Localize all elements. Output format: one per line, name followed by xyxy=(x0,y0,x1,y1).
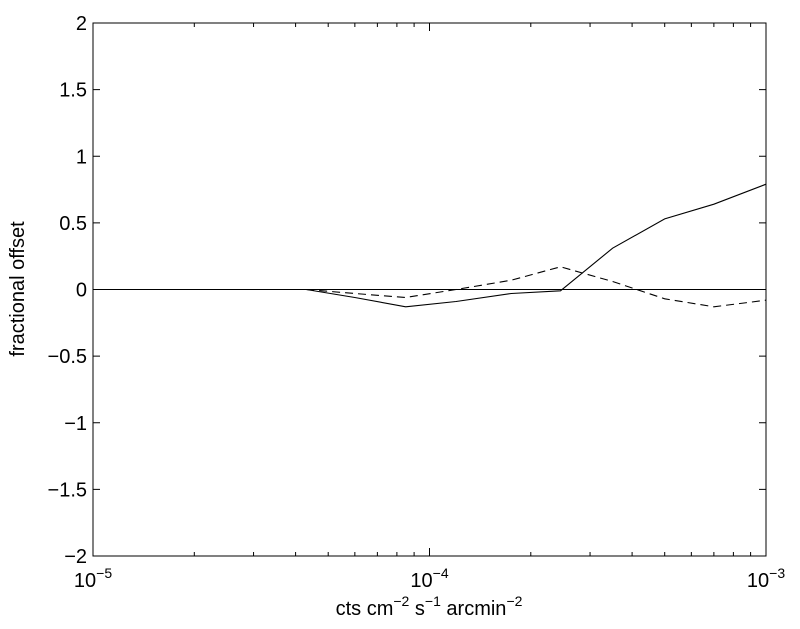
y-ticks: 2 1.5 1 0.5 0 −0.5 −1 −1.5 −2 xyxy=(48,13,766,568)
y-tick-label: −1 xyxy=(64,413,87,435)
y-tick-label: 0 xyxy=(76,280,87,302)
y-tick-label: 1 xyxy=(76,146,87,168)
y-tick-label: −0.5 xyxy=(48,346,87,368)
x-axis-label: cts cm−2 s−1 arcmin−2 xyxy=(336,593,523,620)
series-group xyxy=(306,183,767,308)
x-tick-label: 10−3 xyxy=(747,565,785,592)
y-tick-label: −1.5 xyxy=(48,479,87,501)
y-tick-label: 0.5 xyxy=(59,213,87,235)
series-line-solid xyxy=(306,183,767,308)
y-tick-label: −2 xyxy=(64,546,87,568)
series-line-dashed xyxy=(306,266,767,308)
x-ticks: 10−5 10−4 10−3 xyxy=(74,23,785,592)
y-tick-label: 1.5 xyxy=(59,80,87,102)
x-tick-label: 10−5 xyxy=(74,565,112,592)
y-axis-label: fractional offset xyxy=(7,221,29,357)
x-tick-label: 10−4 xyxy=(410,565,448,592)
y-tick-label: 2 xyxy=(76,13,87,35)
